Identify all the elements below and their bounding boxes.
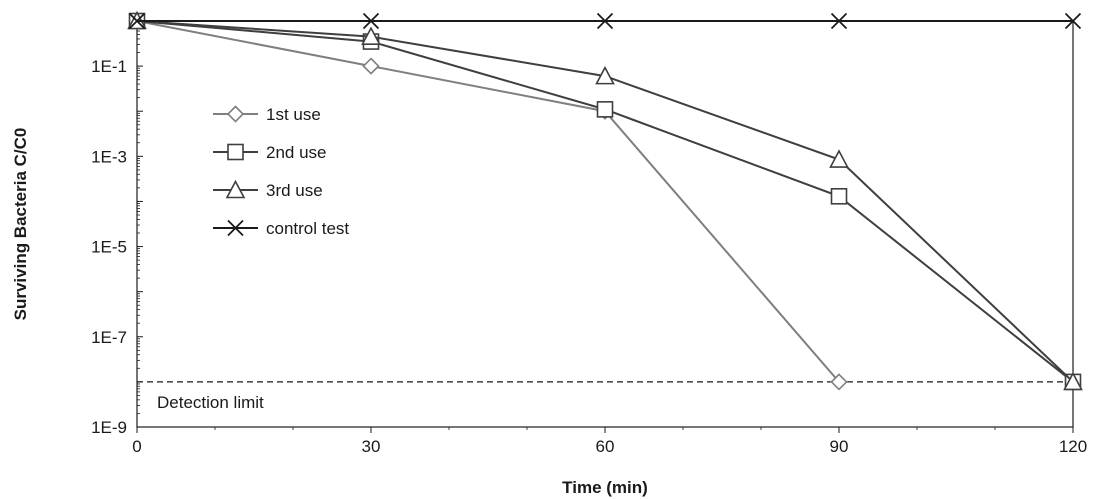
legend-marker <box>226 105 245 123</box>
legend-label: control test <box>266 219 349 238</box>
x-marker-stroke <box>596 12 614 30</box>
x-tick-label: 60 <box>596 437 615 456</box>
data-point-control-test <box>362 12 380 30</box>
legend-label: 3rd use <box>266 181 323 200</box>
series-3rd-use <box>127 10 1083 391</box>
x-marker-stroke <box>830 12 848 30</box>
y-tick-label: 1E-9 <box>91 418 127 437</box>
data-point-3rd-use <box>595 65 615 85</box>
y-tick-label: 1E-1 <box>91 57 127 76</box>
x-tick-label: 120 <box>1059 437 1087 456</box>
data-point-control-test <box>830 12 848 30</box>
data-point-2nd-use <box>830 188 848 205</box>
series-control-test <box>128 12 1082 30</box>
data-point-3rd-use <box>361 26 381 45</box>
x-tick-label: 90 <box>830 437 849 456</box>
x-marker-stroke <box>128 12 146 30</box>
legend: 1st use 2nd use 3rd use control test <box>213 105 349 238</box>
x-axis-title: Time (min) <box>562 478 648 497</box>
detection-limit-group: Detection limit <box>137 381 1073 412</box>
data-point-control-test <box>596 12 614 30</box>
data-point-1st-use <box>362 57 380 75</box>
y-axis-title: Surviving Bacteria C/C0 <box>11 128 30 321</box>
x-marker-stroke <box>362 12 380 30</box>
legend-marker <box>227 143 244 161</box>
legend-item-control-test: control test <box>213 219 349 238</box>
y-tick-label: 1E-5 <box>91 238 127 257</box>
detection-limit-label: Detection limit <box>157 393 264 412</box>
legend-item-3rd-use: 3rd use <box>213 179 323 200</box>
data-point-control-test <box>1064 12 1082 30</box>
x-tick-label: 30 <box>362 437 381 456</box>
y-tick-label: 1E-7 <box>91 328 127 347</box>
legend-label: 2nd use <box>266 143 327 162</box>
legend-item-2nd-use: 2nd use <box>213 143 327 162</box>
series-1st-use <box>128 12 848 391</box>
data-point-3rd-use <box>1063 371 1083 391</box>
legend-marker <box>225 179 246 199</box>
legend-marker <box>227 219 244 237</box>
axes-labels: 1E-1 1E-3 1E-5 1E-7 1E-9 0 30 60 90 120 <box>91 57 1087 456</box>
legend-label: 1st use <box>266 105 321 124</box>
series-layer <box>127 10 1083 391</box>
x-tick-label: 0 <box>132 437 141 456</box>
x-marker-stroke <box>227 219 244 237</box>
legend-item-1st-use: 1st use <box>213 105 321 124</box>
data-point-3rd-use <box>829 149 849 168</box>
y-tick-label: 1E-3 <box>91 147 127 166</box>
data-point-1st-use <box>830 373 848 391</box>
series-line-1st-use <box>136 20 840 383</box>
data-point-2nd-use <box>596 101 614 118</box>
data-point-control-test <box>128 12 146 30</box>
x-marker-stroke <box>1064 12 1082 30</box>
